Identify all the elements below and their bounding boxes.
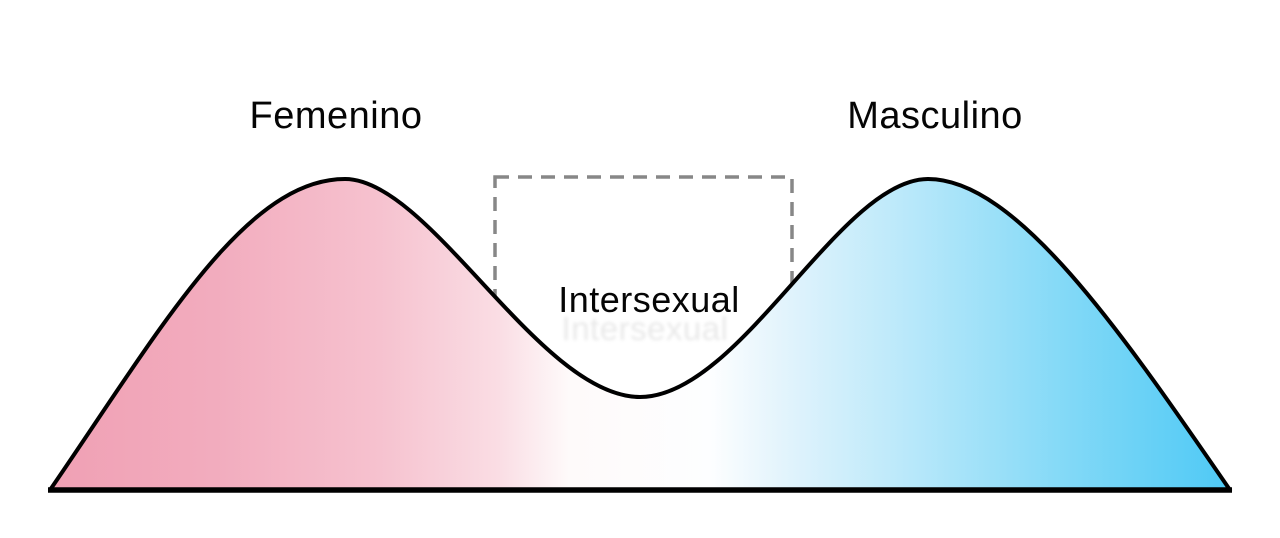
label-intersexual-ghost: Intersexual <box>561 310 729 347</box>
label-masculino: Masculino <box>847 95 1023 137</box>
label-intersexual: Intersexual <box>558 279 740 320</box>
bimodal-curve-path <box>48 177 1232 492</box>
label-femenino: Femenino <box>249 95 423 137</box>
